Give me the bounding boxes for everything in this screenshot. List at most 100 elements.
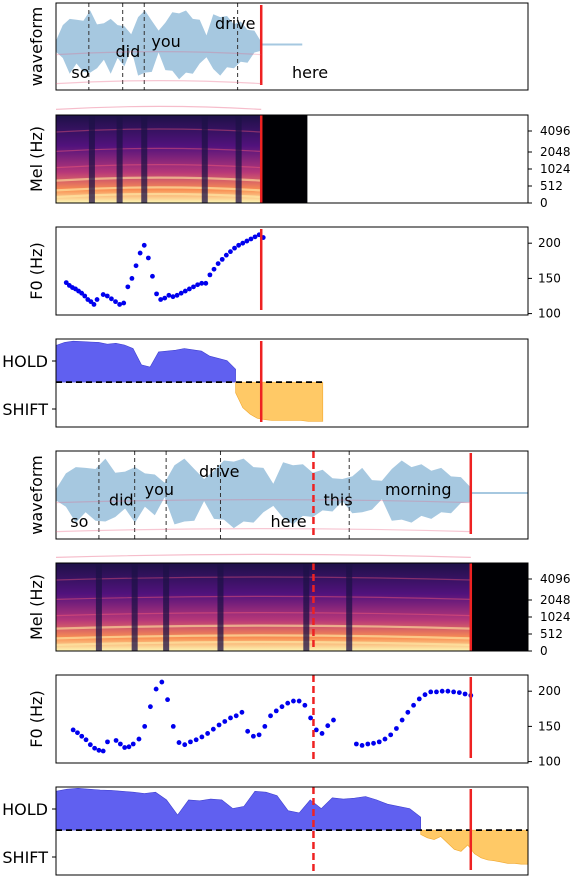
f0-point [70, 727, 76, 733]
f0-point [137, 250, 143, 256]
f0-point [113, 738, 119, 743]
mel-harmonic [55, 640, 471, 647]
f0-point [109, 296, 114, 302]
f0-point [434, 689, 439, 695]
axes-frame [55, 226, 529, 316]
f0-point [252, 234, 258, 240]
word-label: here [271, 512, 307, 531]
f0-point [174, 292, 180, 298]
f0-point [256, 732, 262, 738]
word-label: did [109, 491, 134, 510]
f0-point [428, 689, 434, 695]
mel-harmonic [55, 624, 471, 630]
f0-point [353, 741, 359, 747]
mel-gap [88, 115, 95, 203]
f0-point [125, 284, 131, 290]
f0-point [150, 273, 155, 279]
f0-point [203, 280, 209, 286]
mel-harmonic [55, 51, 262, 56]
word-label: you [151, 32, 180, 51]
f0-point [193, 737, 199, 743]
f0-point [376, 739, 382, 745]
f0-point [178, 290, 184, 296]
f0-point [158, 297, 164, 302]
f0-point [416, 696, 422, 702]
axes-frame [55, 2, 529, 91]
f0-point [215, 261, 221, 267]
mel-silence [261, 115, 308, 203]
mel-gap [303, 563, 310, 651]
axes-frame [55, 450, 529, 540]
y-tick-label: 200 [538, 236, 561, 250]
f0-point [239, 709, 245, 715]
axes-frame [55, 114, 529, 204]
f0-point [82, 293, 88, 299]
y-tick-label: HOLD [2, 800, 48, 819]
f0-point [79, 290, 85, 296]
f0-point [117, 741, 123, 747]
waveform-area [56, 458, 471, 529]
f0-point [130, 741, 136, 747]
f0-point [382, 736, 388, 742]
y-tick-label: 4096 [540, 124, 571, 138]
y-tick-label: 100 [538, 307, 561, 321]
f0-point [211, 266, 217, 272]
f0-point [129, 275, 135, 281]
y-tick-label: HOLD [2, 352, 48, 371]
waveform-area [56, 10, 262, 80]
f0-point [245, 728, 251, 734]
f0-point [359, 743, 365, 748]
f0-point [394, 726, 399, 731]
word-label: this [323, 491, 352, 510]
f0-point [117, 302, 123, 307]
f0-point [100, 748, 106, 754]
mel-gap [235, 115, 242, 203]
top-f0-panel: 100 150 200 F0 (Hz) [27, 226, 561, 321]
f0-point [148, 704, 153, 710]
f0-point [100, 292, 106, 297]
f0-point [462, 691, 468, 697]
f0-point [79, 733, 85, 739]
shift-area [235, 381, 324, 422]
f0-point [191, 284, 196, 290]
f0-point [244, 238, 250, 244]
y-axis-label: waveform [27, 7, 46, 87]
f0-point [166, 292, 172, 298]
f0-point [136, 736, 142, 742]
f0-point [250, 733, 256, 739]
f0-point [182, 288, 188, 294]
y-tick-label: 2048 [540, 593, 571, 607]
f0-point [205, 731, 211, 736]
f0-point [88, 299, 94, 305]
y-tick-label: SHIFT [2, 400, 48, 419]
f0-point [186, 286, 192, 292]
f0-point [223, 252, 229, 258]
f0-point [75, 730, 80, 736]
y-axis-label: Mel (Hz) [27, 126, 46, 192]
f0-point [142, 723, 148, 729]
f0-point [325, 723, 331, 729]
f0-point [207, 272, 213, 278]
f0-point [91, 302, 97, 307]
f0-point [248, 236, 254, 242]
y-tick-label: 1024 [540, 610, 571, 624]
y-tick-label: 0 [540, 196, 548, 210]
mel-gap [141, 115, 148, 203]
f0-point [216, 722, 222, 728]
y-tick-label: 2048 [540, 145, 571, 159]
mel-harmonic [55, 595, 471, 600]
f0-point [199, 734, 205, 740]
y-tick-label: 100 [538, 755, 561, 769]
mel-harmonic [55, 105, 262, 110]
f0-point [228, 249, 233, 255]
y-tick-label: 512 [540, 627, 563, 641]
f0-point [451, 689, 457, 695]
f0-point [126, 744, 132, 750]
f0-point [233, 713, 239, 719]
word-label: here [292, 63, 328, 82]
f0-point [87, 742, 93, 748]
mel-gap [95, 563, 102, 651]
